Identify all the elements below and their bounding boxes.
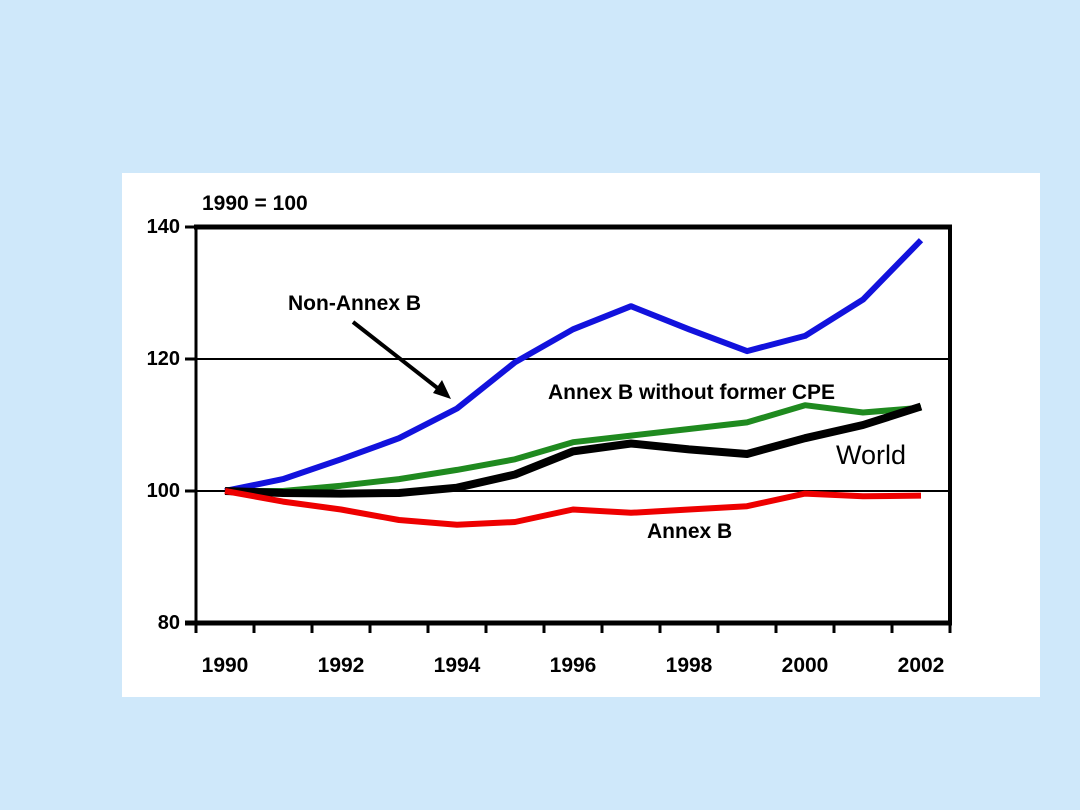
x-axis-tick-label-1994: 1994 xyxy=(433,654,481,677)
x-axis-tick-label-1996: 1996 xyxy=(549,654,597,677)
line-non-annex-b xyxy=(224,238,924,494)
chart-panel xyxy=(122,173,1040,697)
y-axis-tick-label-140: 140 xyxy=(146,216,180,238)
annotation-arrow-head xyxy=(433,380,451,399)
annotation-arrow-shaft xyxy=(351,320,442,392)
series-label-annex-b-without-former-cpe: Annex B without former CPE xyxy=(548,381,836,404)
x-axis-tick-label-1998: 1998 xyxy=(665,654,713,677)
series-label-world: World xyxy=(836,440,907,470)
x-axis-tick-label-1990: 1990 xyxy=(201,654,249,677)
y-axis-tick-label-120: 120 xyxy=(146,348,180,370)
series-label-annex-b: Annex B xyxy=(647,520,733,543)
line-annex-b xyxy=(224,488,922,528)
x-axis-tick-label-1992: 1992 xyxy=(317,654,365,677)
series-label-non-annex-b: Non-Annex B xyxy=(288,292,421,315)
y-axis-tick-label-100: 100 xyxy=(146,480,180,502)
x-axis-tick-label-2000: 2000 xyxy=(781,654,829,677)
y-axis-tick-label-80: 80 xyxy=(157,612,180,634)
line-world xyxy=(224,402,923,498)
line-annex-b-without-former-cpe xyxy=(225,402,922,494)
x-axis-tick-label-2002: 2002 xyxy=(897,654,945,677)
chart-title: 1990 = 100 xyxy=(202,192,308,215)
